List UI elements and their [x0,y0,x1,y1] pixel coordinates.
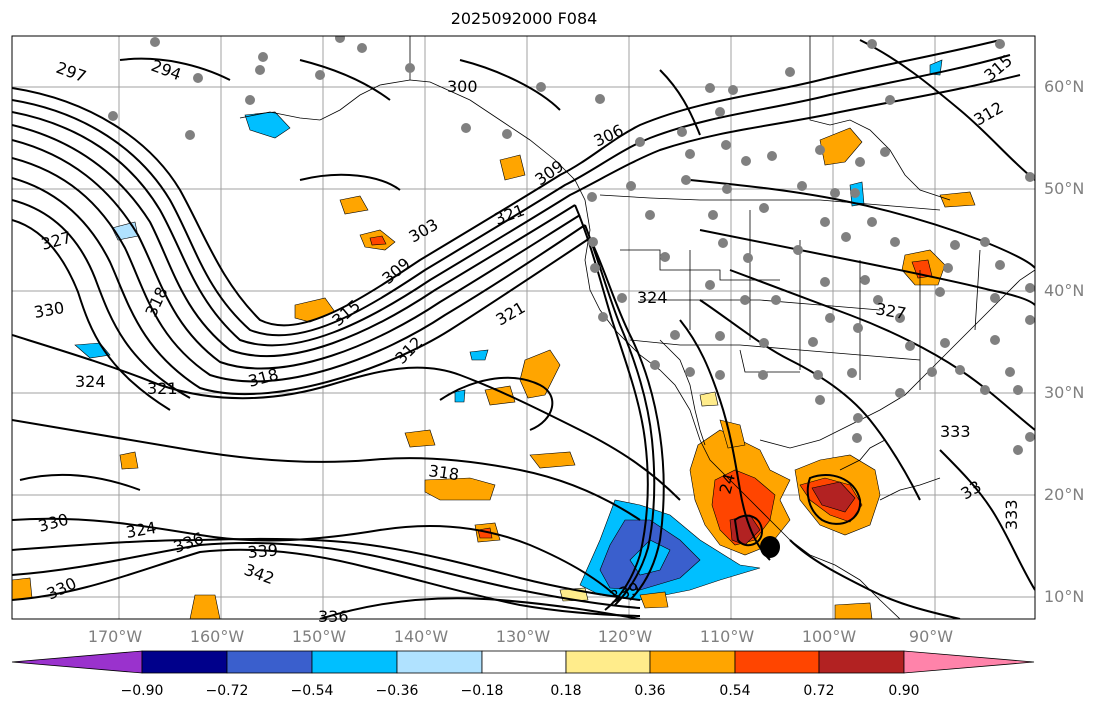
lon-label: 170°W [87,627,143,646]
colorbar-extend-low [11,650,143,674]
contour-label: 318 [427,461,460,484]
contour-label: 24 [716,471,740,496]
lat-label: 10°N [1044,587,1085,606]
contour-label: 324 [637,288,668,307]
colorbar-tick-label: −0.36 [375,683,419,699]
colorbar-segment [226,650,313,674]
closed-low-contours [733,474,862,558]
contour-label: 336 [318,607,349,626]
lon-label: 90°W [908,627,954,646]
positive-shading [12,127,976,619]
contour-label: 324 [75,372,106,391]
lon-label: 120°W [597,627,653,646]
colorbar-segment [141,650,228,674]
lon-label: 140°W [393,627,449,646]
colorbar-segment [649,650,736,674]
colorbar-segment [734,650,820,674]
colorbar-tick-label: 0.90 [888,683,920,699]
colorbar [11,650,1035,674]
colorbar-tick-label: 0.18 [550,683,582,699]
contour-label: 339 [247,540,279,562]
colorbar-tick-label: −0.18 [460,683,504,699]
colorbar-tick-label: 0.54 [719,683,751,699]
contour-label: 333 [940,422,971,441]
height-contours [12,39,1035,619]
lat-label: 30°N [1044,383,1085,402]
lon-label: 160°W [189,627,245,646]
colorbar-tick-label: −0.90 [120,683,164,699]
lat-label: 20°N [1044,485,1085,504]
lon-label: 110°W [699,627,755,646]
map-frame-border [11,35,1036,620]
colorbar-segment [565,650,651,674]
lon-label: 150°W [291,627,347,646]
colorbar-tick-label: −0.54 [290,683,334,699]
colorbar-segment [481,650,567,674]
colorbar-segment [311,650,398,674]
colorbar-tick-label: 0.36 [634,683,666,699]
map-title: 2025092000 F084 [450,9,598,28]
lat-label: 40°N [1044,281,1085,300]
lat-label: 50°N [1044,179,1085,198]
contour-label: 333 [1002,499,1021,530]
colorbar-segment [396,650,483,674]
colorbar-segment [818,650,905,674]
contour-label: 300 [447,77,478,96]
lat-label: 60°N [1044,77,1085,96]
station-markers [108,36,1035,455]
contour-label: 321 [147,379,178,398]
colorbar-tick-label: 0.72 [803,683,835,699]
colorbar-extend-high [903,650,1035,674]
lon-label: 100°W [801,627,857,646]
colorbar-tick-label: −0.72 [205,683,249,699]
lon-label: 130°W [495,627,551,646]
